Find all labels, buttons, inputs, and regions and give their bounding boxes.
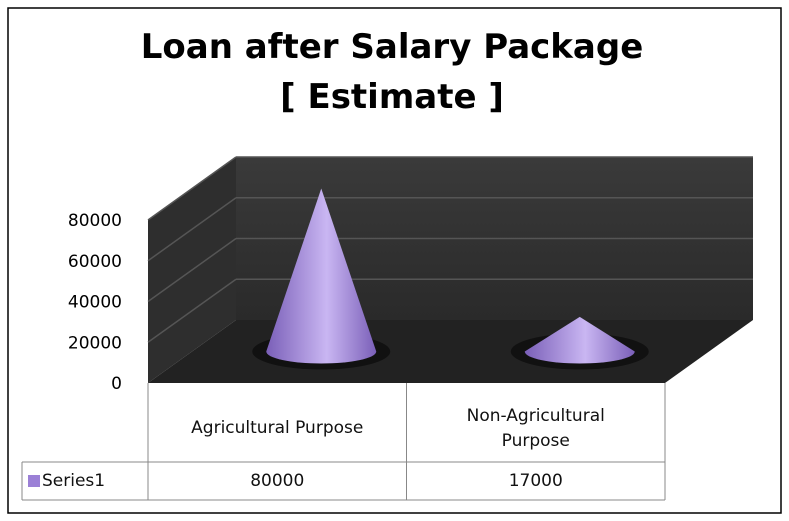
- grid-line: [147, 156, 237, 221]
- grid-line: [147, 237, 237, 303]
- x-tick-label: Non-Agricultural Purpose: [466, 405, 605, 451]
- table-value: 17000: [508, 470, 563, 491]
- y-tick-label: 0: [111, 374, 122, 394]
- cone: [524, 316, 635, 364]
- y-tick-label: 20000: [68, 333, 122, 353]
- grid-line: [147, 197, 237, 262]
- chart-title: [ Estimate ]: [280, 77, 504, 117]
- x-tick-label: Agricultural Purpose: [191, 418, 364, 438]
- y-tick-label: 80000: [68, 211, 122, 231]
- grid-line: [147, 278, 237, 343]
- table-value: 80000: [250, 470, 305, 491]
- legend-label: Series1: [42, 470, 106, 491]
- floor: [148, 320, 753, 383]
- y-tick-label: 60000: [68, 252, 122, 272]
- chart-title: Loan after Salary Package: [141, 27, 644, 67]
- legend-swatch: [28, 475, 40, 487]
- cone: [266, 188, 377, 364]
- y-tick-label: 40000: [68, 293, 122, 313]
